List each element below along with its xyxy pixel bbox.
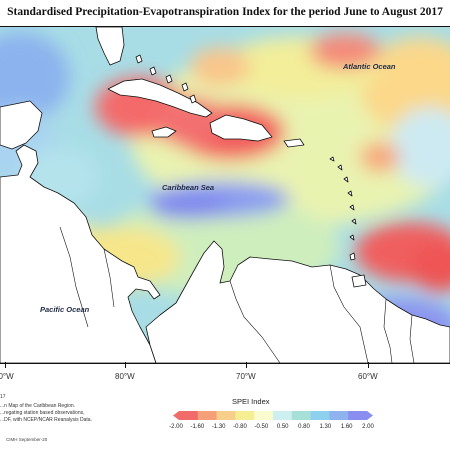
legend-swatch xyxy=(348,411,368,420)
legend-swatch xyxy=(216,411,236,420)
legend-swatch xyxy=(179,411,199,420)
footnote-line-3: ...DF, with NCEP/NCAR Reanalysis Data. xyxy=(0,417,92,423)
jamaica-land xyxy=(151,126,177,138)
legend-swatch xyxy=(197,411,217,420)
lon-tick-70 xyxy=(246,362,247,368)
central-america-land xyxy=(0,144,161,363)
lon-tick-80 xyxy=(125,362,126,368)
legend-swatch xyxy=(329,411,349,420)
legend-swatch xyxy=(273,411,293,420)
atlantic-ocean-label: Atlantic Ocean xyxy=(343,62,396,71)
lesser-antilles-islands xyxy=(329,156,357,261)
lon-label-70: 70°W xyxy=(236,372,256,381)
legend-tick-label: -2.00 xyxy=(169,424,183,430)
lon-label-90: 90°W xyxy=(0,372,14,381)
legend-swatch xyxy=(291,411,311,420)
legend-arrow-low xyxy=(173,411,179,420)
legend-tick-label: 1.30 xyxy=(319,424,332,430)
legend-tick-label: -0.80 xyxy=(233,424,247,430)
bahamas-islands xyxy=(135,54,197,104)
florida-land xyxy=(95,27,125,66)
cuba-land xyxy=(107,78,213,118)
country-borders xyxy=(59,226,415,363)
credit-text: CIMH September-20 xyxy=(6,437,48,442)
map-canvas xyxy=(0,27,450,363)
lon-tick-60 xyxy=(368,362,369,368)
south-america-land xyxy=(145,240,450,363)
map-title: Standardised Precipitation-Evapotranspir… xyxy=(7,6,443,18)
yucatan-land xyxy=(0,100,43,150)
legend-tick-label: 0.50 xyxy=(276,424,289,430)
pacific-ocean-label: Pacific Ocean xyxy=(40,305,90,314)
legend-tick-label: -1.60 xyxy=(190,424,205,430)
hispaniola-land xyxy=(209,114,273,142)
legend-swatch xyxy=(310,411,330,420)
lon-label-80: 80°W xyxy=(115,372,135,381)
legend-tick-label: 1.60 xyxy=(340,424,353,430)
land-masses xyxy=(0,27,450,363)
legend-tick-label: 2.00 xyxy=(362,424,374,430)
legend-ticks: -2.00 -1.60 -1.30 -0.80 -0.50 0.50 0.80 1.30 1.6… xyxy=(169,424,374,433)
legend-tick-label: 0.80 xyxy=(298,424,310,430)
puerto-rico-land xyxy=(283,138,305,148)
legend-tick-label: -1.30 xyxy=(211,424,226,430)
footnote-line-1: ...n Map of the Caribbean Region. xyxy=(0,403,76,409)
legend-swatch xyxy=(254,411,274,420)
caribbean-sea-label: Caribbean Sea xyxy=(162,183,215,192)
footnote-line-0: 17 xyxy=(0,394,6,400)
spei-map xyxy=(0,26,450,364)
trinidad-land xyxy=(351,274,367,288)
legend-title: SPEI Index xyxy=(232,397,270,406)
lon-label-60: 60°W xyxy=(358,372,378,381)
legend-swatch xyxy=(235,411,255,420)
legend-tick-label: -0.50 xyxy=(254,424,269,430)
footnote-line-2: ...regating station based observations, xyxy=(0,410,85,416)
legend-colorbar xyxy=(173,411,373,420)
lon-tick-90 xyxy=(5,362,6,368)
legend-arrow-high xyxy=(367,411,373,420)
